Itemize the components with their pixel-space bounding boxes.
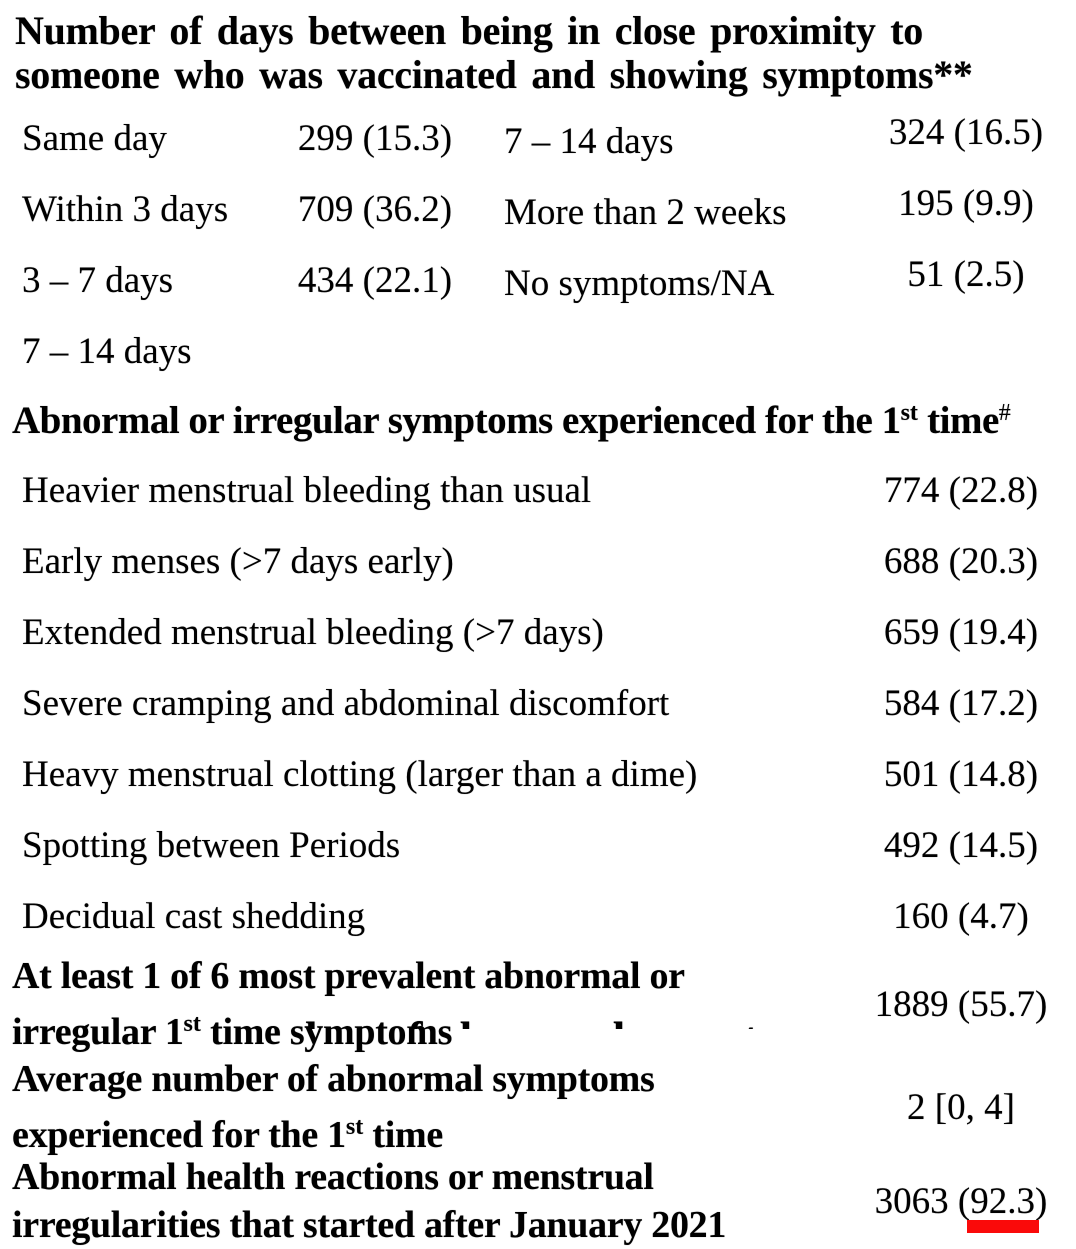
table-row: Heavier menstrual bleeding than usual 77… xyxy=(0,455,1076,526)
row-value: 774 (22.8) xyxy=(883,470,1039,511)
row-value: 299 (15.3) xyxy=(297,118,453,159)
row-label: Average number of abnormal symptoms expe… xyxy=(12,1055,846,1159)
table-row: 3 – 7 days 434 (22.1) No symptoms/NA 51 … xyxy=(0,245,1076,316)
symptoms-data-block: Heavier menstrual bleeding than usual 77… xyxy=(0,455,1076,952)
row-value: 659 (19.4) xyxy=(883,612,1039,653)
table-row: Same day 299 (15.3) 7 – 14 days 324 (16.… xyxy=(0,103,1076,174)
footnote-marker-hash: # xyxy=(998,400,1011,426)
highlighted-value: 92.3 xyxy=(967,1180,1039,1233)
table-section-title: Number of days between being in close pr… xyxy=(0,0,1076,97)
header-text: Abnormal or irregular symptoms experienc… xyxy=(12,399,901,442)
row-label: More than 2 weeks xyxy=(504,192,787,233)
table-row: 7 – 14 days xyxy=(0,316,1076,387)
table-row: Extended menstrual bleeding (>7 days) 65… xyxy=(0,597,1076,668)
row-value: 584 (17.2) xyxy=(883,683,1039,724)
label-line-1: At least 1 of 6 most prevalent abnormal … xyxy=(12,955,685,997)
row-label: No symptoms/NA xyxy=(504,263,775,304)
superscript-st: st xyxy=(900,400,918,426)
title-line-1: Number of days between being in close pr… xyxy=(15,8,923,53)
row-label: Heavy menstrual clotting (larger than a … xyxy=(22,754,698,795)
row-value: 688 (20.3) xyxy=(883,541,1039,582)
row-value: 501 (14.8) xyxy=(883,754,1039,795)
label-line-1: Average number of abnormal symptoms xyxy=(12,1058,655,1100)
row-label: Decidual cast shedding xyxy=(22,896,366,937)
symptoms-section-header: Abnormal or irregular symptoms experienc… xyxy=(0,389,1076,445)
row-label: 7 – 14 days xyxy=(22,331,192,372)
table-row: Severe cramping and abdominal discomfort… xyxy=(0,668,1076,739)
row-value: 434 (22.1) xyxy=(297,260,453,301)
row-value: 160 (4.7) xyxy=(893,896,1029,937)
label-line-2: experienced for the 1st time xyxy=(12,1114,443,1156)
table-row: Abnormal health reactions or menstrual i… xyxy=(0,1153,1076,1248)
row-value: 324 (16.5) xyxy=(888,112,1044,153)
row-label: Abnormal health reactions or menstrual i… xyxy=(12,1153,846,1249)
title-line-2: someone who was vaccinated and showing s… xyxy=(15,52,973,97)
proximity-data-block: Same day 299 (15.3) 7 – 14 days 324 (16.… xyxy=(0,103,1076,387)
label-line-1: Abnormal health reactions or menstrual xyxy=(12,1156,654,1198)
table-row: Decidual cast shedding 160 (4.7) xyxy=(0,881,1076,952)
row-label: Early menses (>7 days early) xyxy=(22,541,454,582)
table-row: Within 3 days 709 (36.2) More than 2 wee… xyxy=(0,174,1076,245)
row-label: At least 1 of 6 most prevalent abnormal … xyxy=(12,952,846,1056)
row-value: 709 (36.2) xyxy=(297,189,453,230)
superscript-st: st xyxy=(345,1114,364,1140)
table-row: Spotting between Periods 492 (14.5) xyxy=(0,810,1076,881)
row-label: Within 3 days xyxy=(22,189,229,230)
table-row: At least 1 of 6 most prevalent abnormal … xyxy=(0,952,1076,1055)
superscript-st: st xyxy=(183,1011,201,1037)
label-line-2: irregularities that started after Januar… xyxy=(12,1204,727,1246)
row-label: Spotting between Periods xyxy=(22,825,401,866)
row-value: 195 (9.9) xyxy=(898,183,1034,224)
row-label: Extended menstrual bleeding (>7 days) xyxy=(22,612,604,653)
row-label: 3 – 7 days xyxy=(22,260,174,301)
summary-block: At least 1 of 6 most prevalent abnormal … xyxy=(0,952,1076,1248)
row-label: 7 – 14 days xyxy=(504,121,674,162)
table-row: Heavy menstrual clotting (larger than a … xyxy=(0,739,1076,810)
row-value: 3063 (92.3) xyxy=(846,1180,1076,1233)
table-row: Early menses (>7 days early) 688 (20.3) xyxy=(0,526,1076,597)
table-row: Average number of abnormal symptoms expe… xyxy=(0,1055,1076,1156)
row-value: 2 [0, 4] xyxy=(907,1086,1015,1128)
row-value: 492 (14.5) xyxy=(883,825,1039,866)
row-label: Severe cramping and abdominal discomfort xyxy=(22,683,670,724)
header-text: time xyxy=(917,399,999,442)
row-value: 1889 (55.7) xyxy=(874,983,1048,1025)
row-label: Same day xyxy=(22,118,167,159)
label-line-2: irregular 1st time symptoms xyxy=(12,1011,453,1053)
row-value: 51 (2.5) xyxy=(907,254,1025,295)
red-underline-annotation xyxy=(967,1219,1039,1233)
row-label: Heavier menstrual bleeding than usual xyxy=(22,470,592,511)
